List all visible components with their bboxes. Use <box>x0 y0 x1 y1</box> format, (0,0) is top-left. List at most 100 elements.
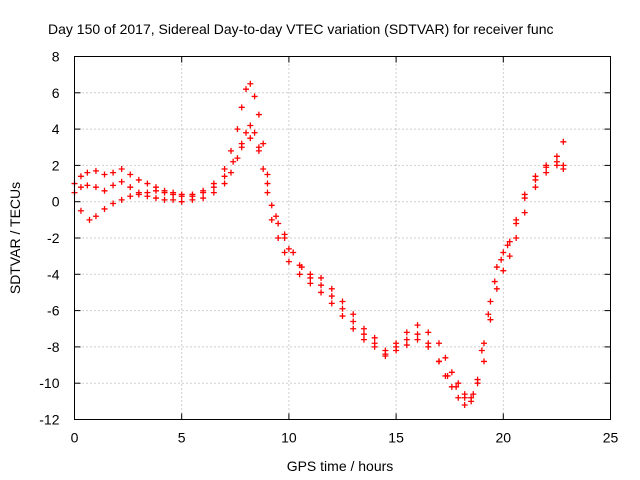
data-point-track-a <box>251 93 258 100</box>
data-point-track-b <box>247 122 254 129</box>
data-point-track-c <box>382 351 389 358</box>
data-point-track-c <box>414 331 421 338</box>
y-tick-label: 6 <box>52 85 60 101</box>
data-point-track-b <box>275 235 282 241</box>
data-point-track-b <box>281 249 288 256</box>
data-point-track-b <box>84 182 91 189</box>
data-point-track-c <box>77 207 84 214</box>
data-point-track-b <box>500 267 507 274</box>
data-point-track-c <box>553 158 560 165</box>
data-point-track-c <box>513 216 520 223</box>
data-point-track-c <box>521 191 528 198</box>
data-point-track-b <box>200 195 207 202</box>
data-point-track-c <box>339 305 346 312</box>
data-point-track-b <box>101 187 108 194</box>
data-points <box>71 80 567 408</box>
y-tick-label: -12 <box>39 412 59 428</box>
data-point-track-c <box>170 191 177 198</box>
data-point-track-a <box>243 86 250 93</box>
data-point-track-c <box>298 264 305 271</box>
data-point-track-a <box>371 334 378 341</box>
data-point-track-c <box>435 358 442 365</box>
y-tick-label: -8 <box>47 339 60 355</box>
data-point-track-c <box>144 189 151 196</box>
data-point-track-a <box>360 325 367 332</box>
data-point-track-a <box>328 285 335 292</box>
data-point-track-b <box>243 129 250 136</box>
data-point-track-b <box>285 258 292 265</box>
data-point-track-b <box>260 166 267 173</box>
data-point-track-b <box>543 169 550 176</box>
data-point-track-c <box>393 343 400 350</box>
data-point-track-b <box>461 401 468 408</box>
data-point-track-a <box>84 169 91 176</box>
data-point-track-b <box>339 313 346 320</box>
x-tick-label: 15 <box>388 430 404 446</box>
data-point-track-a <box>403 329 410 336</box>
y-tick-label: -10 <box>39 375 59 391</box>
y-tick-label: 4 <box>52 121 60 137</box>
data-point-track-a <box>455 380 462 387</box>
data-point-track-b <box>170 196 177 203</box>
data-point-track-c <box>161 189 168 196</box>
x-axis-label: GPS time / hours <box>287 458 394 474</box>
data-point-track-c <box>328 293 335 300</box>
data-point-track-c <box>318 282 325 289</box>
data-point-track-c <box>560 162 567 169</box>
data-point-track-b <box>152 195 159 202</box>
data-point-track-c <box>189 193 196 200</box>
data-point-track-c <box>491 278 498 285</box>
y-tick-label: -6 <box>47 303 60 319</box>
y-tick-label: 0 <box>52 194 60 210</box>
data-point-track-a <box>500 249 507 256</box>
data-point-track-a <box>228 147 235 154</box>
data-point-track-c <box>86 216 93 223</box>
data-point-track-b <box>210 189 217 196</box>
data-point-track-a <box>264 171 271 178</box>
data-point-track-b <box>521 209 528 216</box>
data-point-track-a <box>425 329 432 336</box>
x-tick-label: 25 <box>603 430 619 446</box>
data-point-track-a <box>101 171 108 178</box>
data-point-track-c <box>152 187 159 194</box>
data-point-track-a <box>260 140 267 147</box>
data-point-track-a <box>275 220 282 227</box>
x-tick-label: 20 <box>496 430 512 446</box>
data-point-track-a <box>553 153 560 160</box>
data-point-track-c <box>221 173 228 180</box>
data-point-track-a <box>135 176 142 183</box>
data-point-track-a <box>247 80 254 87</box>
data-point-track-b <box>161 196 168 203</box>
data-point-track-c <box>360 331 367 338</box>
data-point-track-c <box>478 347 485 354</box>
x-tick-label: 5 <box>178 430 186 446</box>
data-point-track-b <box>296 271 303 278</box>
data-point-track-b <box>403 342 410 349</box>
data-point-track-b <box>328 300 335 307</box>
y-tick-label: 2 <box>52 157 60 173</box>
data-point-track-b <box>506 253 513 260</box>
data-point-track-c <box>498 256 505 263</box>
y-axis-label: SDTVAR / TECUs <box>7 182 23 294</box>
data-point-track-b <box>178 198 185 205</box>
data-point-track-a <box>268 202 275 209</box>
data-point-track-a <box>234 126 241 133</box>
data-point-track-c <box>281 231 288 238</box>
data-point-track-c <box>255 147 262 154</box>
data-point-track-c <box>470 391 477 398</box>
data-point-track-c <box>504 242 511 249</box>
data-point-track-a <box>110 169 117 176</box>
data-point-track-c <box>238 144 245 151</box>
data-point-track-b <box>264 189 271 196</box>
data-point-track-b <box>77 184 84 191</box>
data-point-track-c <box>371 340 378 347</box>
data-point-track-c <box>532 173 539 180</box>
data-point-track-b <box>234 155 241 162</box>
data-point-track-a <box>77 173 84 180</box>
data-point-track-a <box>442 354 449 361</box>
data-point-track-c <box>178 193 185 200</box>
data-point-track-c <box>273 213 280 220</box>
data-point-track-b <box>92 184 99 191</box>
data-point-track-c <box>444 372 451 379</box>
